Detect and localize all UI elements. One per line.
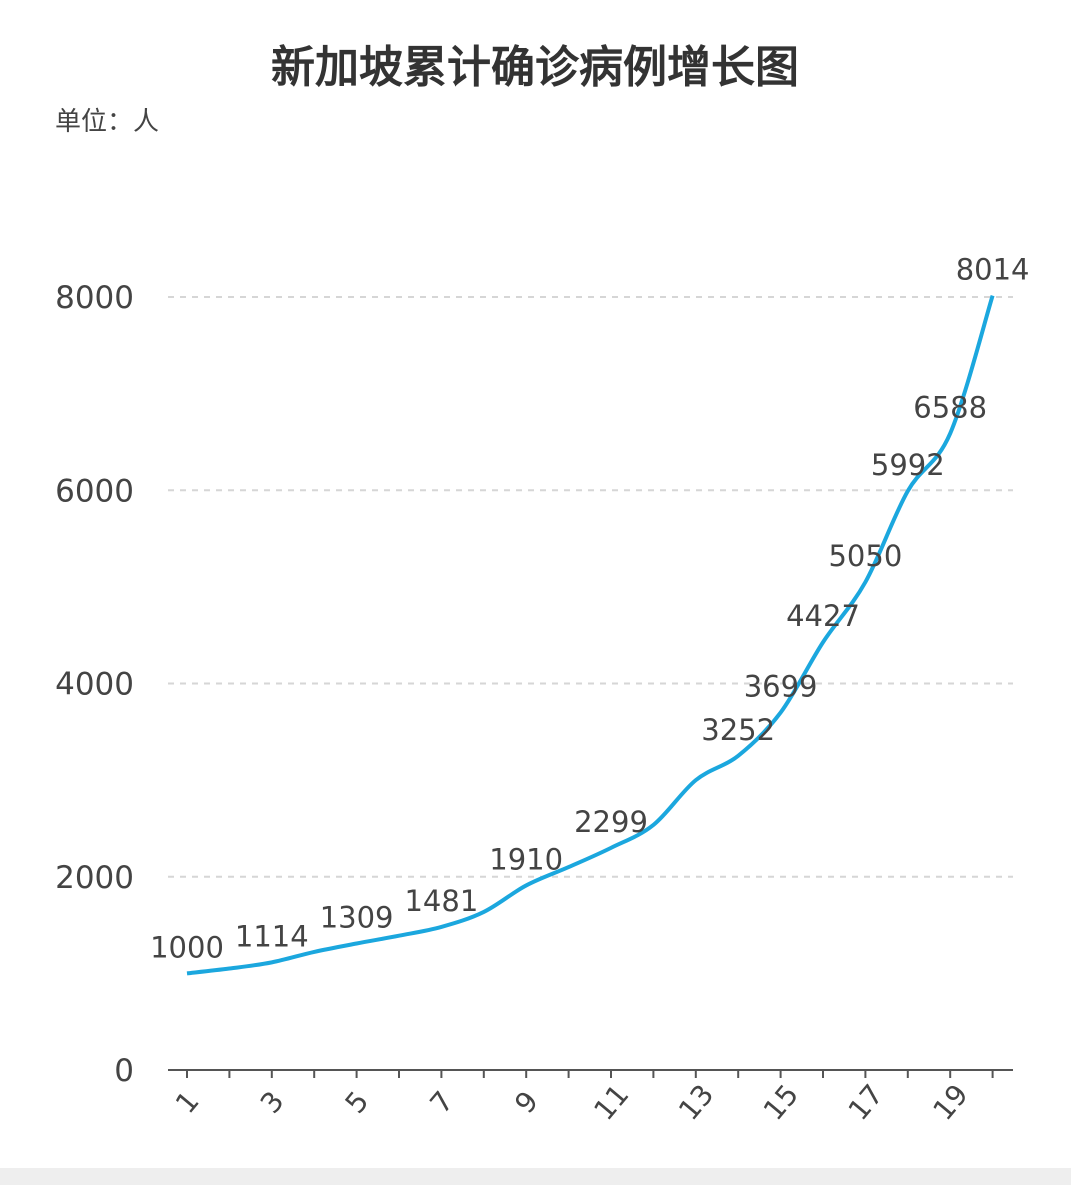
x-tick-label: 9 bbox=[508, 1085, 545, 1120]
data-label: 3252 bbox=[701, 713, 775, 747]
unit-label: 单位：人 bbox=[55, 107, 159, 137]
data-label: 8014 bbox=[956, 253, 1030, 287]
data-label: 1114 bbox=[235, 919, 309, 953]
data-label: 3699 bbox=[744, 670, 818, 704]
data-label: 5050 bbox=[828, 539, 902, 573]
x-tick-label: 1 bbox=[169, 1085, 206, 1120]
data-label: 2299 bbox=[574, 805, 648, 839]
data-label: 4427 bbox=[786, 599, 860, 633]
y-tick-label: 6000 bbox=[55, 473, 134, 509]
y-tick-label: 0 bbox=[114, 1053, 134, 1089]
bottom-strip bbox=[0, 1168, 1071, 1185]
data-label: 6588 bbox=[913, 390, 987, 424]
x-tick-label: 11 bbox=[587, 1078, 635, 1127]
y-tick-label: 2000 bbox=[55, 860, 134, 896]
data-label: 1481 bbox=[404, 884, 478, 918]
y-tick-label: 8000 bbox=[55, 280, 134, 316]
data-label: 5992 bbox=[871, 448, 945, 482]
y-tick-label: 4000 bbox=[55, 667, 134, 703]
x-tick-label: 7 bbox=[423, 1085, 460, 1120]
x-tick-label: 15 bbox=[757, 1078, 805, 1127]
x-tick-label: 13 bbox=[672, 1078, 720, 1127]
x-tick-label: 17 bbox=[842, 1078, 890, 1127]
x-tick-label: 3 bbox=[254, 1085, 291, 1120]
x-tick-label: 5 bbox=[339, 1085, 376, 1120]
chart-title: 新加坡累计确诊病例增长图 bbox=[271, 42, 799, 93]
data-label: 1309 bbox=[320, 901, 394, 935]
data-label: 1000 bbox=[150, 930, 224, 964]
data-label: 1910 bbox=[489, 842, 563, 876]
line bbox=[186, 295, 995, 976]
x-tick-label: 19 bbox=[926, 1078, 974, 1127]
